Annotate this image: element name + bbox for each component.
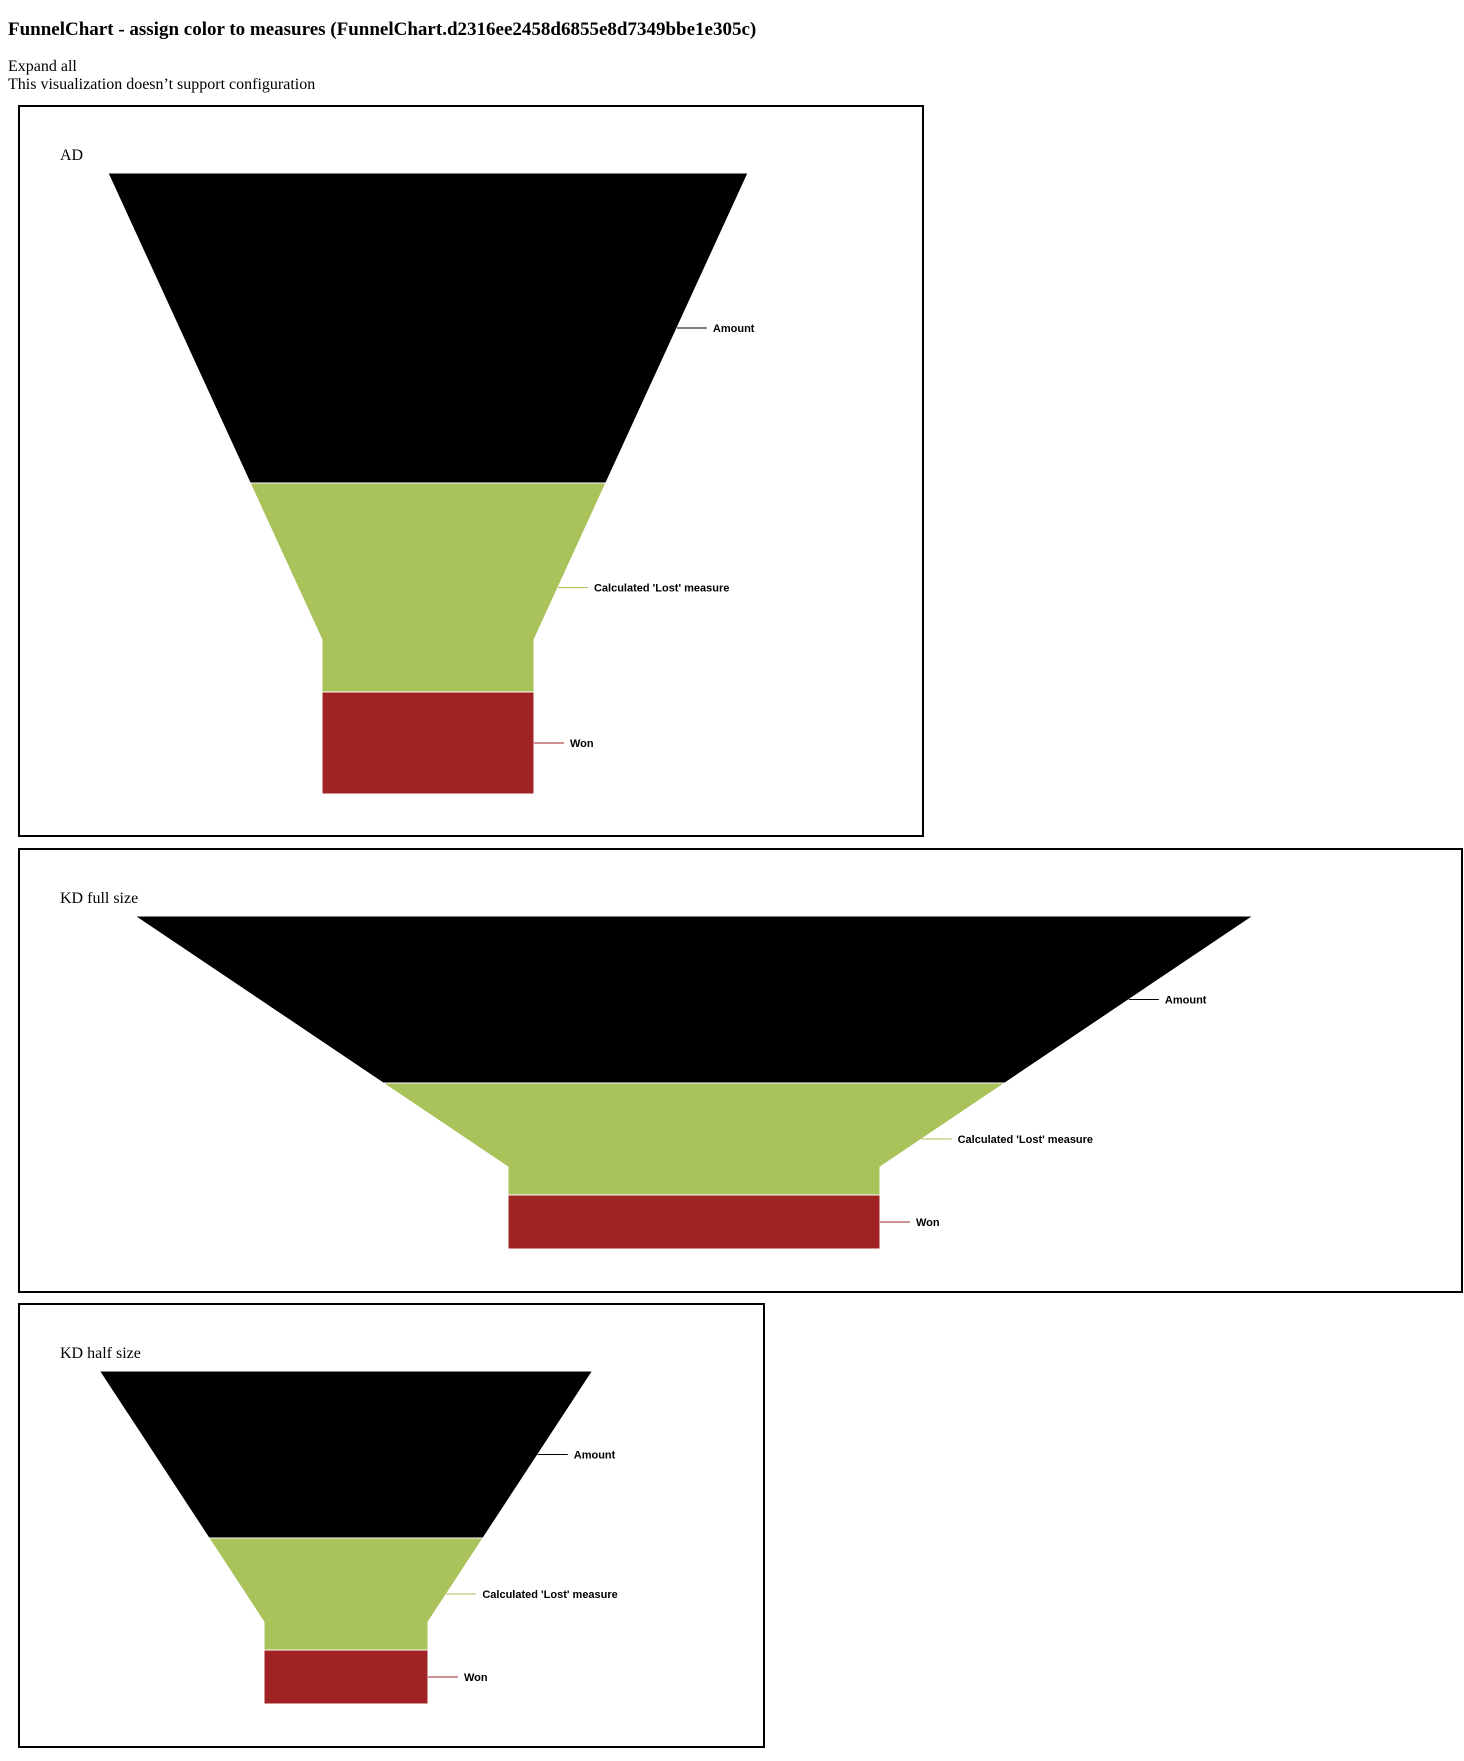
panel-title: AD <box>60 147 84 164</box>
funnel-data-label: Calculated 'Lost' measure <box>958 1134 1093 1146</box>
expand-all-link[interactable]: Expand all <box>8 58 77 75</box>
funnel-data-label: Amount <box>713 323 755 335</box>
funnel-data-label: Won <box>570 738 594 750</box>
chart-panel-kd-full-size: KD full size Amount Calculated 'Lost' mea… <box>18 848 1463 1293</box>
funnel-chart-kd-half-size: Amount Calculated 'Lost' measure Won <box>98 1370 618 1705</box>
funnel-stage-2 <box>249 482 607 693</box>
funnel-stage-3 <box>263 1649 429 1705</box>
configuration-note: This visualization doesn’t support confi… <box>8 76 316 93</box>
funnel-chart-ad: Amount Calculated 'Lost' measure Won <box>107 172 755 795</box>
chart-panel-kd-half-size: KD half size Amount Calculated 'Lost' mea… <box>18 1303 765 1748</box>
funnel-stage-1 <box>107 172 749 484</box>
page-title: FunnelChart - assign color to measures (… <box>8 19 757 40</box>
funnel-data-label: Won <box>464 1672 488 1684</box>
panel-title: KD half size <box>60 1345 141 1362</box>
funnel-stage-1 <box>98 1370 594 1539</box>
funnel-stage-3 <box>507 1194 881 1250</box>
funnel-stage-3 <box>321 691 535 795</box>
funnel-data-label: Won <box>916 1217 940 1229</box>
funnel-data-label: Calculated 'Lost' measure <box>482 1589 617 1601</box>
chart-panel-ad: AD Amount Calculated 'Lost' measure Won <box>18 105 924 837</box>
funnel-stage-2 <box>381 1082 1007 1196</box>
funnel-data-label: Calculated 'Lost' measure <box>594 583 729 595</box>
funnel-stage-2 <box>208 1537 484 1651</box>
funnel-data-label: Amount <box>574 1450 616 1462</box>
funnel-chart-kd-full-size: Amount Calculated 'Lost' measure Won <box>133 915 1255 1250</box>
panel-title: KD full size <box>60 890 139 907</box>
funnel-stage-1 <box>133 915 1255 1084</box>
funnel-data-label: Amount <box>1165 995 1207 1007</box>
